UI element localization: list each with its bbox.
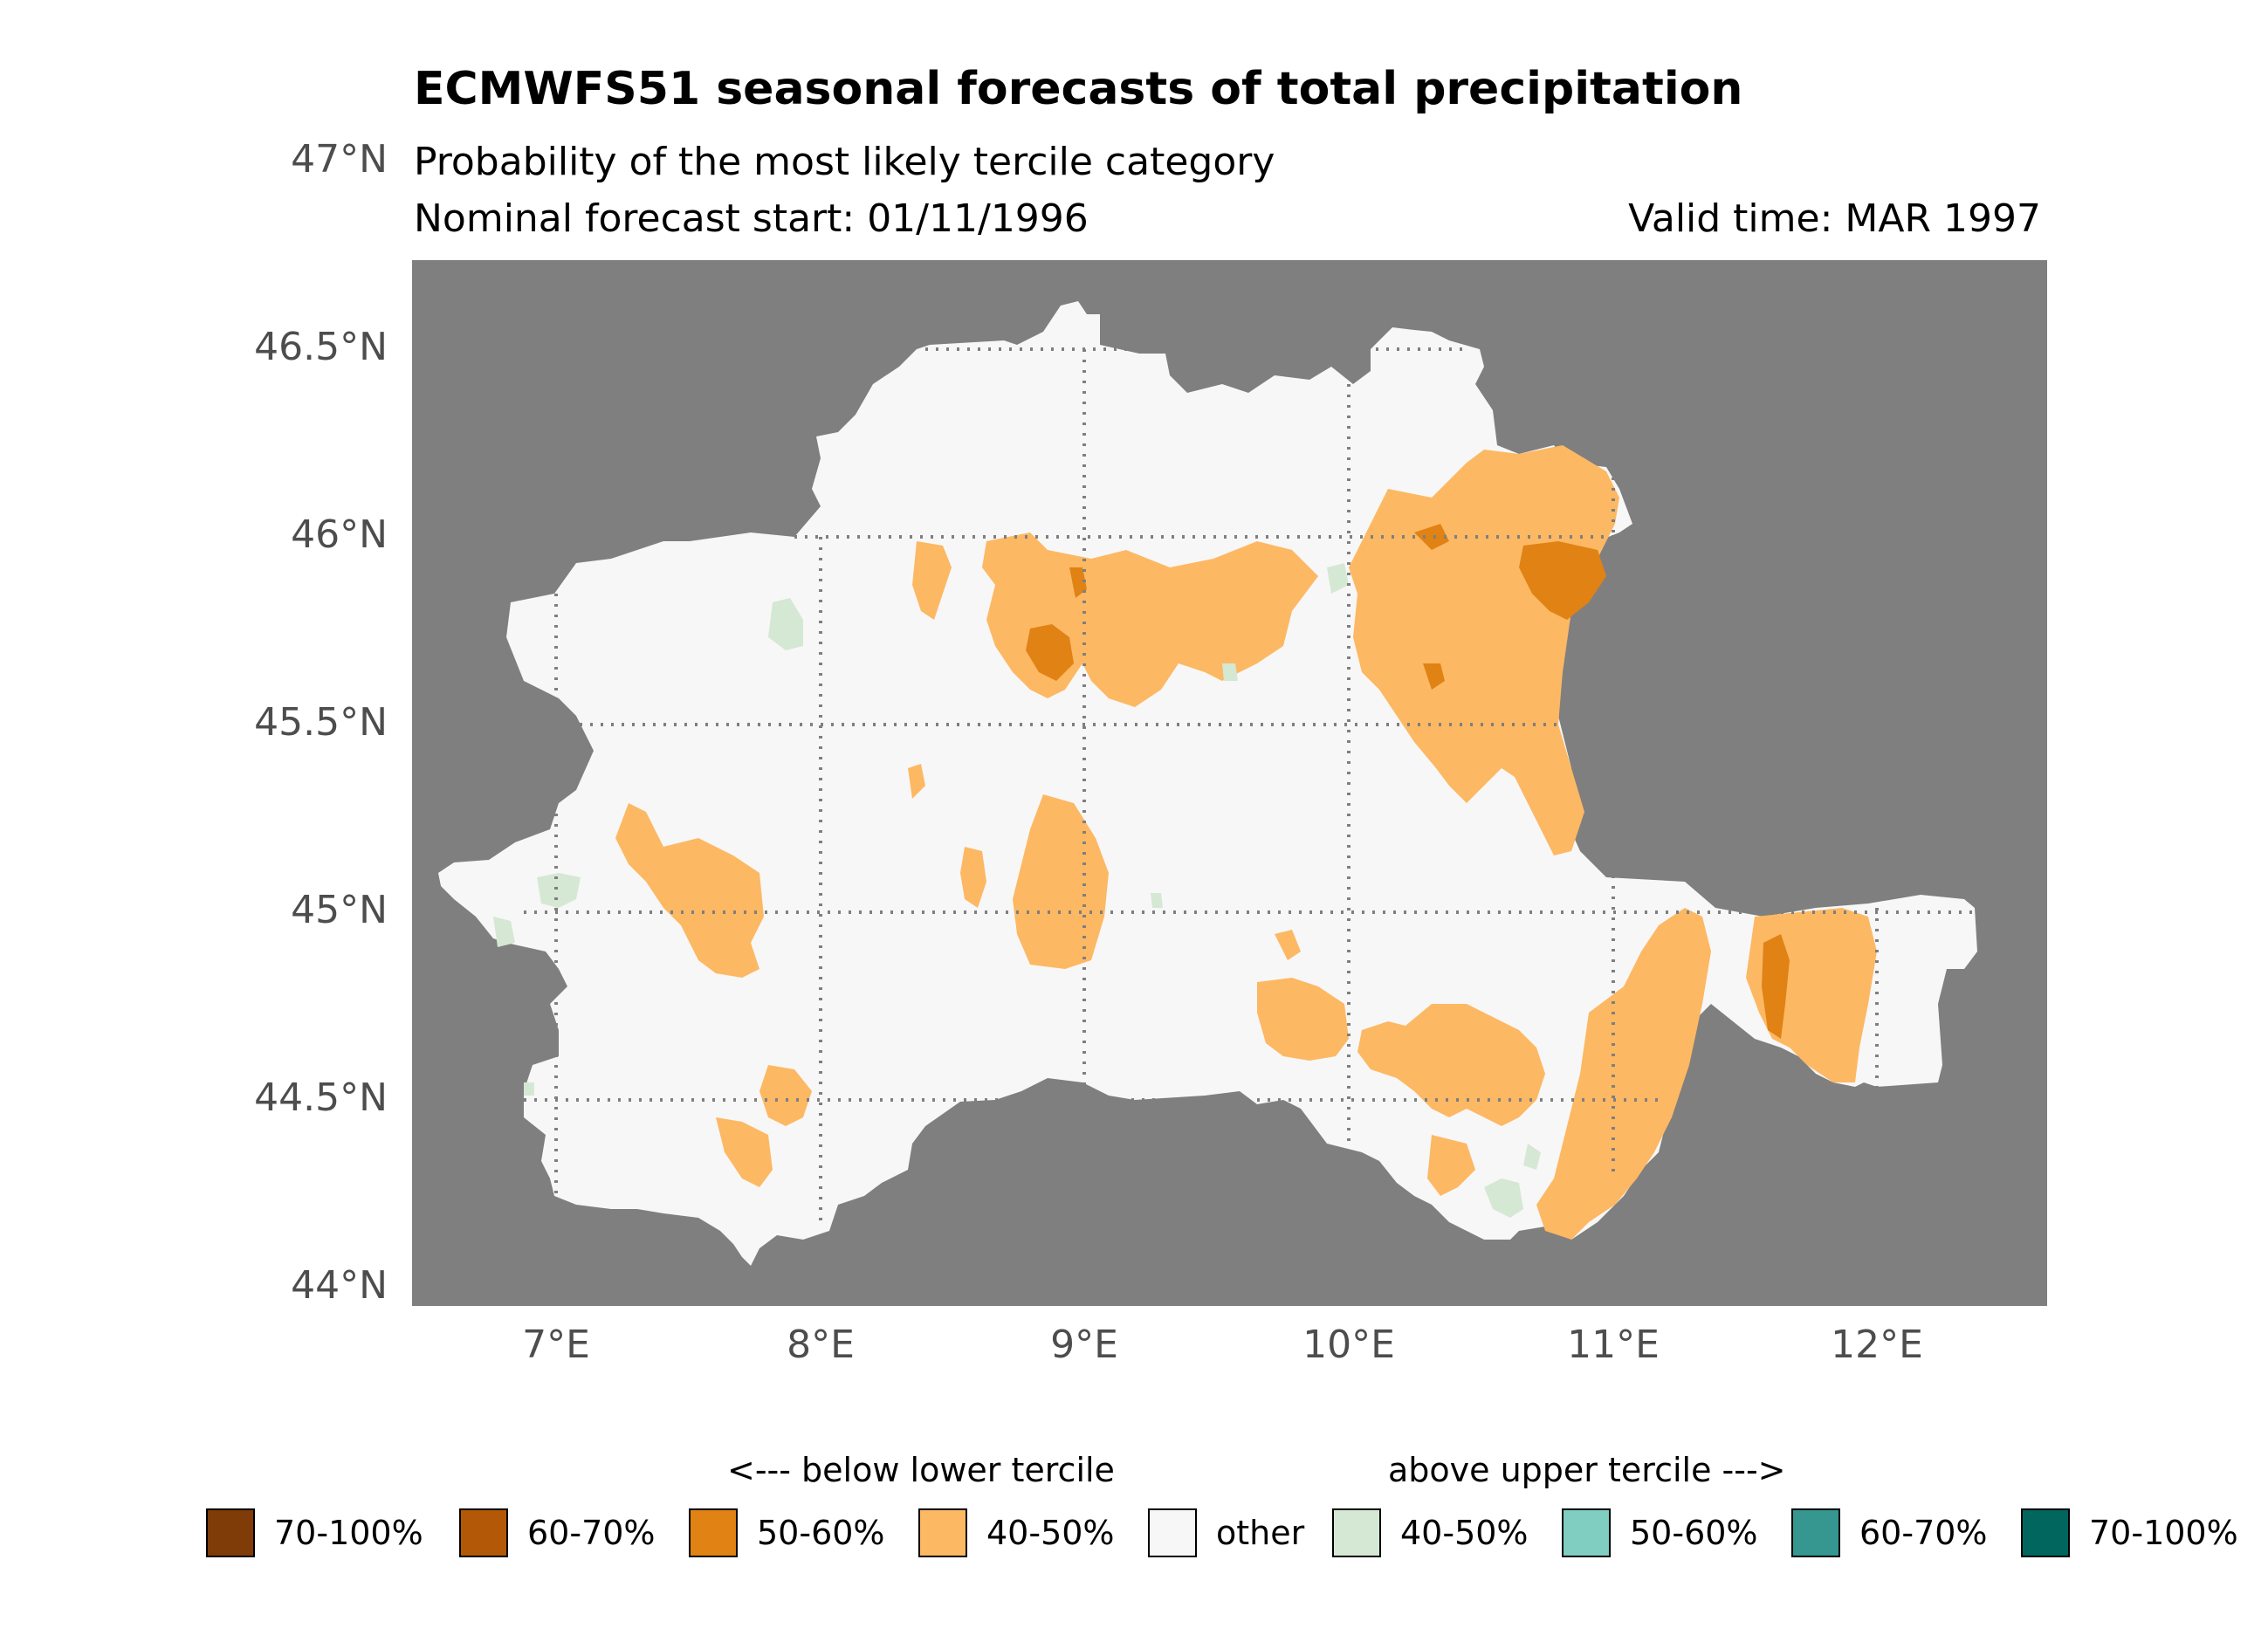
- legend-item-above-40-50: 40-50%: [1332, 1508, 1529, 1557]
- lat-label-44-5: 44.5°N: [254, 1075, 388, 1120]
- legend-item-other: other: [1148, 1508, 1304, 1557]
- legend-label: 40-50%: [986, 1514, 1115, 1552]
- lat-label-45: 45°N: [291, 888, 388, 932]
- legend-label: 70-100%: [274, 1514, 423, 1552]
- legend-below-label: <--- below lower tercile: [727, 1451, 1115, 1489]
- below-tercile-50-60-patches: [1026, 524, 1790, 1039]
- forecast-start-label: Nominal forecast start: 01/11/1996: [414, 196, 1089, 241]
- legend-label: 40-50%: [1400, 1514, 1529, 1552]
- lat-label-46: 46°N: [291, 512, 388, 557]
- lon-label-7: 7°E: [522, 1323, 590, 1367]
- legend-item-below-50-60: 50-60%: [689, 1508, 885, 1557]
- legend-label: 50-60%: [757, 1514, 885, 1552]
- above-tercile-40-50-patches: [493, 563, 1541, 1218]
- lat-label-45-5: 45.5°N: [254, 700, 388, 745]
- legend-swatch: [1148, 1508, 1197, 1557]
- lat-label-46-5: 46.5°N: [254, 325, 388, 369]
- map-gridlines: [524, 347, 1973, 1222]
- legend-label: 70-100%: [2089, 1514, 2238, 1552]
- legend-label: 60-70%: [527, 1514, 656, 1552]
- legend-swatch: [459, 1508, 508, 1557]
- legend-swatch: [1791, 1508, 1840, 1557]
- legend-swatch: [2021, 1508, 2070, 1557]
- legend-swatch: [1562, 1508, 1611, 1557]
- legend-swatch: [1332, 1508, 1381, 1557]
- lon-label-8: 8°E: [787, 1323, 855, 1367]
- legend-above-label: above upper tercile --->: [1388, 1451, 1786, 1489]
- lon-label-11: 11°E: [1567, 1323, 1660, 1367]
- legend-swatch: [918, 1508, 967, 1557]
- legend-swatch: [206, 1508, 255, 1557]
- lat-label-47: 47°N: [291, 137, 388, 182]
- lat-label-44: 44°N: [291, 1263, 388, 1308]
- legend-item-below-40-50: 40-50%: [918, 1508, 1115, 1557]
- legend-label: other: [1216, 1514, 1305, 1552]
- legend-item-below-70-100: 70-100%: [206, 1508, 423, 1557]
- map-title: ECMWFS51 seasonal forecasts of total pre…: [414, 63, 1743, 115]
- legend-item-below-60-70: 60-70%: [459, 1508, 656, 1557]
- legend-label: 50-60%: [1630, 1514, 1758, 1552]
- legend-item-above-50-60: 50-60%: [1562, 1508, 1758, 1557]
- legend-item-above-70-100: 70-100%: [2021, 1508, 2238, 1557]
- legend-swatch: [689, 1508, 738, 1557]
- legend-label: 60-70%: [1859, 1514, 1988, 1552]
- legend-item-above-60-70: 60-70%: [1791, 1508, 1988, 1557]
- map-subtitle: Probability of the most likely tercile c…: [414, 140, 1275, 184]
- lon-label-12: 12°E: [1831, 1323, 1923, 1367]
- lon-label-9: 9°E: [1050, 1323, 1118, 1367]
- lon-label-10: 10°E: [1302, 1323, 1395, 1367]
- valid-time-label: Valid time: MAR 1997: [1628, 196, 2041, 241]
